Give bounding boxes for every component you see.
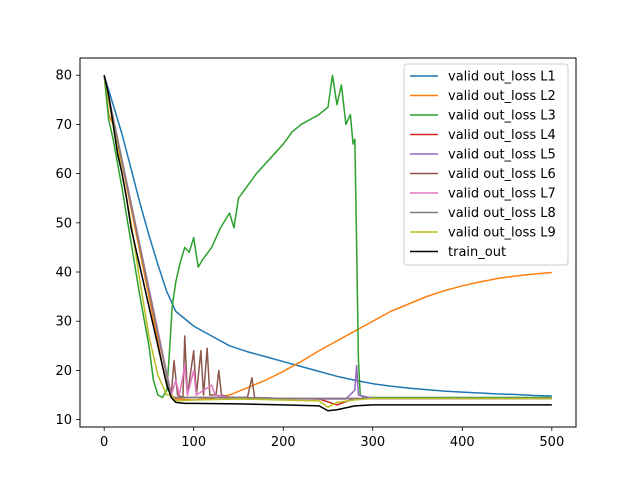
legend-label-4: valid out_loss L4 <box>448 128 556 143</box>
plot-area <box>103 74 552 412</box>
legend-label-6: valid out_loss L6 <box>448 167 556 182</box>
legend-label-3: valid out_loss L3 <box>448 109 556 124</box>
x-tick-label: 0 <box>100 435 108 450</box>
x-tick-label: 300 <box>360 435 385 450</box>
y-tick-label: 60 <box>55 167 72 182</box>
y-axis: 10 20 30 40 50 60 70 80 <box>55 69 80 428</box>
legend: valid out_loss L1 valid out_loss L2 valid … <box>403 63 569 266</box>
y-tick-label: 10 <box>55 413 72 428</box>
series-line-2 <box>103 75 552 401</box>
y-tick-label: 70 <box>55 118 72 133</box>
legend-label-1: valid out_loss L1 <box>448 70 556 85</box>
legend-label-7: valid out_loss L7 <box>448 187 556 202</box>
series-line-10 <box>103 75 552 412</box>
series-line-3 <box>103 74 552 399</box>
legend-label-9: valid out_loss L9 <box>448 226 556 241</box>
legend-label-2: valid out_loss L2 <box>448 89 556 104</box>
y-tick-label: 20 <box>55 364 72 379</box>
legend-box <box>403 63 569 266</box>
legend-label-5: valid out_loss L5 <box>448 148 556 163</box>
x-tick-label: 400 <box>450 435 475 450</box>
x-axis: 0 100 200 300 400 500 <box>100 427 564 450</box>
series-line-6 <box>103 75 552 400</box>
x-tick-label: 200 <box>271 435 296 450</box>
y-tick-label: 80 <box>55 69 72 84</box>
axes-frame <box>79 57 577 428</box>
x-tick-label: 500 <box>539 435 564 450</box>
series-line-1 <box>103 75 552 397</box>
y-tick-label: 40 <box>55 266 72 281</box>
legend-label-10: train_out <box>448 245 506 260</box>
x-tick-label: 100 <box>181 435 206 450</box>
y-tick-label: 30 <box>55 315 72 330</box>
legend-label-8: valid out_loss L8 <box>448 206 556 221</box>
y-tick-label: 50 <box>55 216 72 231</box>
